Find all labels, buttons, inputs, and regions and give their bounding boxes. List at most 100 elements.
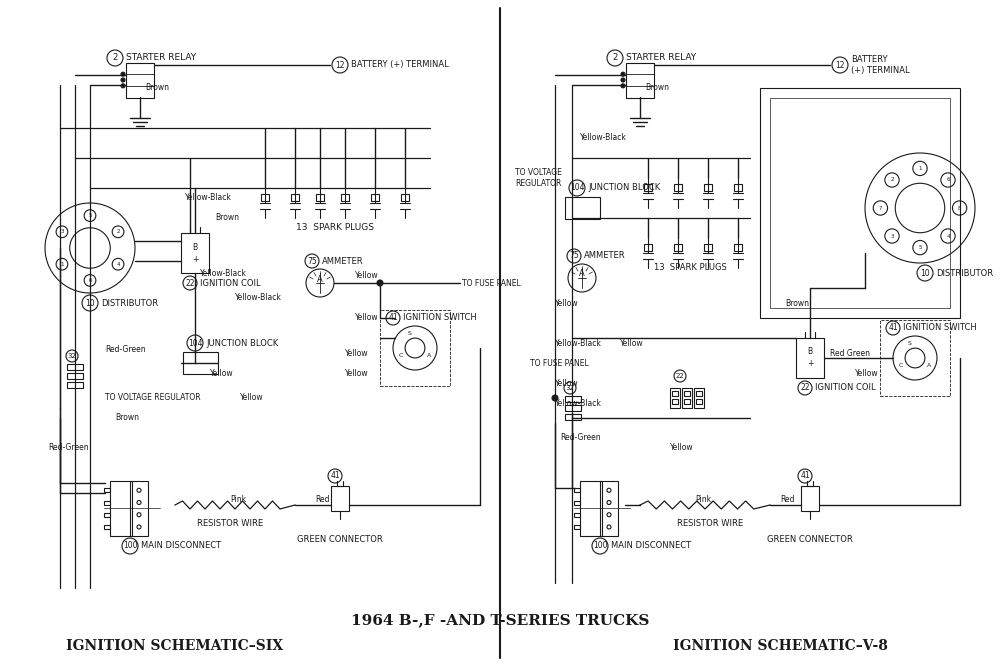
Bar xyxy=(104,513,110,517)
Bar xyxy=(770,98,950,308)
Bar xyxy=(130,480,148,536)
Text: S: S xyxy=(408,331,412,335)
Bar xyxy=(565,396,581,402)
Text: JUNCTION BLOCK: JUNCTION BLOCK xyxy=(588,184,660,192)
Text: 7: 7 xyxy=(879,206,882,210)
Text: 41: 41 xyxy=(800,472,810,480)
Bar xyxy=(401,194,409,201)
Text: Yellow-Black: Yellow-Black xyxy=(555,399,602,407)
Text: Yellow-Black: Yellow-Black xyxy=(185,194,232,202)
Text: 1: 1 xyxy=(60,262,64,267)
Text: Pink: Pink xyxy=(230,496,246,504)
Bar xyxy=(574,488,580,492)
Text: 10: 10 xyxy=(920,269,930,277)
Text: 13  SPARK PLUGS: 13 SPARK PLUGS xyxy=(296,224,374,232)
Bar xyxy=(261,194,269,201)
Text: Brown: Brown xyxy=(785,299,809,307)
Text: GREEN CONNECTOR: GREEN CONNECTOR xyxy=(767,536,853,544)
Bar xyxy=(316,194,324,201)
Text: STARTER RELAY: STARTER RELAY xyxy=(626,53,696,63)
Text: 3: 3 xyxy=(890,234,894,238)
Text: BATTERY
(+) TERMINAL: BATTERY (+) TERMINAL xyxy=(851,55,910,75)
Text: C: C xyxy=(899,363,903,369)
Text: MAIN DISCONNECT: MAIN DISCONNECT xyxy=(611,542,691,550)
Bar xyxy=(574,525,580,529)
Bar xyxy=(796,338,824,378)
Bar xyxy=(682,388,692,408)
Bar xyxy=(565,414,581,420)
Circle shape xyxy=(121,72,125,76)
Text: 41: 41 xyxy=(388,313,398,323)
Text: TO VOLTAGE REGULATOR: TO VOLTAGE REGULATOR xyxy=(105,393,201,403)
Text: TO VOLTAGE
REGULATOR: TO VOLTAGE REGULATOR xyxy=(515,168,562,188)
Bar xyxy=(341,194,349,201)
Text: Yellow: Yellow xyxy=(210,369,234,377)
Text: 100: 100 xyxy=(123,542,137,550)
Text: Red: Red xyxy=(315,496,330,504)
Text: JUNCTION BLOCK: JUNCTION BLOCK xyxy=(206,339,278,347)
Bar xyxy=(580,480,602,536)
Text: B: B xyxy=(807,347,813,357)
Bar xyxy=(182,352,218,374)
Bar xyxy=(684,399,690,404)
Bar xyxy=(696,399,702,404)
Bar xyxy=(734,244,742,251)
Text: Brown: Brown xyxy=(645,84,669,92)
Text: 12: 12 xyxy=(335,61,345,69)
Text: 104: 104 xyxy=(188,339,202,347)
Bar xyxy=(672,399,678,404)
Text: 5: 5 xyxy=(918,245,922,250)
Text: Yellow: Yellow xyxy=(555,379,579,387)
Text: RESISTOR WIRE: RESISTOR WIRE xyxy=(197,518,263,528)
Text: 32: 32 xyxy=(68,353,76,359)
Text: 22: 22 xyxy=(676,373,684,379)
Bar xyxy=(696,391,702,396)
Text: A: A xyxy=(317,275,323,283)
Text: Yellow: Yellow xyxy=(355,313,379,323)
Text: DISTRIBUTOR: DISTRIBUTOR xyxy=(101,299,158,307)
Bar xyxy=(880,320,950,396)
Text: 41: 41 xyxy=(888,323,898,333)
Text: Red-Green: Red-Green xyxy=(560,434,601,442)
Bar xyxy=(110,480,132,536)
Bar xyxy=(104,525,110,529)
Bar xyxy=(181,233,209,273)
Text: 2: 2 xyxy=(612,53,618,63)
Text: 32: 32 xyxy=(566,385,574,391)
Text: Yellow-Black: Yellow-Black xyxy=(555,339,602,347)
Bar xyxy=(600,480,618,536)
Text: IGNITION COIL: IGNITION COIL xyxy=(815,383,876,393)
Text: Red: Red xyxy=(780,496,794,504)
Bar xyxy=(644,244,652,251)
Text: 12: 12 xyxy=(835,61,845,69)
Bar xyxy=(564,197,600,219)
Text: 6: 6 xyxy=(946,178,950,182)
Text: Yellow: Yellow xyxy=(670,444,694,452)
Bar xyxy=(626,63,654,98)
Bar xyxy=(760,88,960,318)
Circle shape xyxy=(121,84,125,88)
Bar xyxy=(67,373,83,379)
Text: 75: 75 xyxy=(569,251,579,261)
Text: Yellow: Yellow xyxy=(345,349,369,357)
Circle shape xyxy=(621,84,625,88)
Bar xyxy=(734,184,742,191)
Bar xyxy=(674,184,682,191)
Circle shape xyxy=(552,395,558,401)
Bar xyxy=(574,513,580,517)
Text: Yellow-Black: Yellow-Black xyxy=(200,269,247,277)
Bar xyxy=(104,488,110,492)
Text: 13  SPARK PLUGS: 13 SPARK PLUGS xyxy=(654,263,726,273)
Bar xyxy=(644,184,652,191)
Bar xyxy=(67,364,83,370)
Text: IGNITION SWITCH: IGNITION SWITCH xyxy=(403,313,477,323)
Bar xyxy=(331,486,349,510)
Text: 2: 2 xyxy=(890,178,894,182)
Bar xyxy=(67,382,83,388)
Bar xyxy=(704,244,712,251)
Text: IGNITION SCHEMATIC–V-8: IGNITION SCHEMATIC–V-8 xyxy=(673,639,887,653)
Circle shape xyxy=(121,78,125,82)
Text: Yellow: Yellow xyxy=(355,271,379,279)
Bar xyxy=(574,500,580,504)
Text: 2: 2 xyxy=(112,53,118,63)
